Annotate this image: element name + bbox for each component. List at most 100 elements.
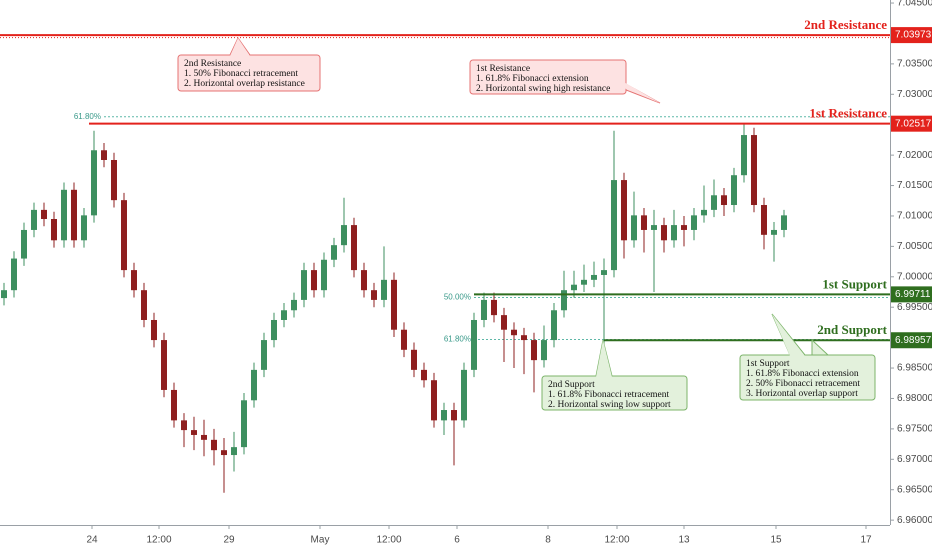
callout-box xyxy=(469,59,627,95)
y-tick-label: 7.03500 xyxy=(897,59,932,70)
candle-body xyxy=(761,205,767,235)
candle-body xyxy=(241,400,247,448)
candle-body xyxy=(521,335,527,341)
candle-body xyxy=(681,225,687,230)
candle-body xyxy=(291,299,297,311)
callout-text: 1st Support xyxy=(746,359,790,369)
candle-body xyxy=(531,340,537,361)
candle-body xyxy=(711,195,717,210)
x-tick-label: 24 xyxy=(86,535,98,546)
candle-body xyxy=(771,229,777,235)
y-tick-label: 7.02000 xyxy=(897,150,932,161)
candle-body xyxy=(171,389,177,421)
y-tick-label: 7.01500 xyxy=(897,180,932,191)
y-tick-label: 6.96000 xyxy=(897,515,932,526)
candle-body xyxy=(321,259,327,291)
callout-text: 1. 61.8% Fibonacci extension xyxy=(746,369,859,379)
price-tag xyxy=(891,332,932,349)
callout-pointer-fill xyxy=(772,314,805,356)
candle-body xyxy=(211,439,217,451)
y-tick-label: 7.01000 xyxy=(897,211,932,222)
callout-text: 1. 50% Fibonacci retracement xyxy=(184,69,298,79)
fib-label: 50.00% xyxy=(444,293,471,302)
candle-body xyxy=(221,450,227,456)
candle-body xyxy=(641,215,647,230)
y-tick-label: 6.99500 xyxy=(897,302,932,313)
callout-text: 2. 50% Fibonacci retracement xyxy=(746,379,860,389)
candle-body xyxy=(371,290,377,300)
candle-body xyxy=(231,447,237,456)
candle-body xyxy=(481,299,487,320)
candle-body xyxy=(251,369,257,401)
candle-body xyxy=(661,225,667,241)
price-tag xyxy=(891,27,932,44)
y-tick-label: 6.96500 xyxy=(897,484,932,495)
price-tag-label: 7.03973 xyxy=(895,30,932,41)
y-tick-label: 6.98000 xyxy=(897,393,932,404)
candle-body xyxy=(31,209,37,230)
candle-body xyxy=(501,315,507,330)
candle-body xyxy=(471,319,477,370)
candle-body xyxy=(161,340,167,390)
candle-body xyxy=(361,270,367,291)
candle-body xyxy=(551,310,557,341)
fib-label: 61.80% xyxy=(74,112,101,121)
candle-body xyxy=(141,290,147,320)
candle-body xyxy=(651,225,657,230)
candle-body xyxy=(431,380,437,421)
candle-body xyxy=(51,219,57,241)
candle-body xyxy=(341,225,347,246)
candle-body xyxy=(561,290,567,311)
candle-body xyxy=(331,245,337,260)
level-name: 2nd Resistance xyxy=(804,17,887,32)
callout-text: 1. 61.8% Fibonacci retracement xyxy=(548,390,669,400)
level-name: 1st Support xyxy=(822,276,887,291)
callout-text: 1st Resistance xyxy=(476,64,530,74)
price-tag xyxy=(891,115,932,132)
candle-body xyxy=(781,215,787,230)
candle-body xyxy=(181,420,187,431)
candle-body xyxy=(401,329,407,350)
y-tick-label: 7.00000 xyxy=(897,271,932,282)
candle-body xyxy=(591,274,597,280)
x-tick-label: 12:00 xyxy=(376,535,401,546)
candle-body xyxy=(441,410,447,421)
candle-body xyxy=(61,189,67,241)
candle-body xyxy=(581,279,587,285)
price-tag-label: 6.98957 xyxy=(895,335,932,346)
candle-body xyxy=(151,319,157,341)
x-tick-label: 6 xyxy=(454,535,460,546)
callout-pointer-fill xyxy=(596,340,612,377)
candle-body xyxy=(1,290,7,299)
candle-body xyxy=(191,430,197,435)
y-tick-label: 6.98500 xyxy=(897,363,932,374)
candle-body xyxy=(351,225,357,271)
x-tick-label: 17 xyxy=(860,535,872,546)
callout-text: 2. Horizontal swing low support xyxy=(548,400,671,410)
candle-body xyxy=(391,279,397,330)
candle-body xyxy=(101,150,107,160)
candle-body xyxy=(121,200,127,271)
candle-body xyxy=(631,215,637,241)
candle-body xyxy=(311,270,317,291)
candle-body xyxy=(461,369,467,421)
candle-body xyxy=(41,209,47,220)
callout-box xyxy=(739,354,876,401)
candle-body xyxy=(511,329,517,336)
candle-body xyxy=(611,180,617,271)
candle-body xyxy=(721,195,727,206)
candle-body xyxy=(451,410,457,421)
x-tick-label: 12:00 xyxy=(146,535,171,546)
callout-box xyxy=(541,375,688,411)
x-tick-label: May xyxy=(311,535,330,546)
candle-body xyxy=(81,215,87,241)
level-name: 1st Resistance xyxy=(809,106,887,121)
candle-body xyxy=(491,299,497,316)
callout-text: 2. Horizontal overlap resistance xyxy=(184,79,305,89)
candle-body xyxy=(271,319,277,341)
y-tick-label: 7.00500 xyxy=(897,241,932,252)
price-tag-label: 7.02517 xyxy=(895,118,932,129)
candle-body xyxy=(601,270,607,275)
